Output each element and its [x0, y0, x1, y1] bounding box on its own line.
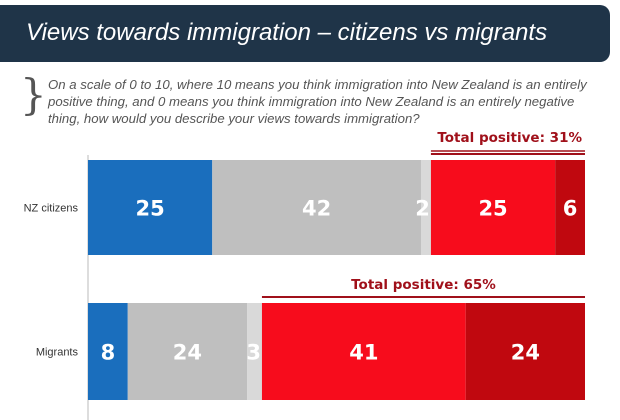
page-title: Views towards immigration – citizens vs … — [26, 19, 548, 46]
data-label: 24 — [173, 341, 202, 365]
bar-segment — [465, 303, 585, 400]
bar-segment — [420, 160, 431, 255]
data-label: 24 — [511, 341, 540, 365]
brace-icon: } — [20, 70, 47, 119]
bar-segment — [430, 160, 556, 255]
data-label: 25 — [478, 197, 507, 221]
data-label: 25 — [136, 197, 165, 221]
title-bar: Views towards immigration – citizens vs … — [0, 5, 610, 62]
category-label: NZ citizens — [24, 203, 79, 215]
bar-segment — [555, 160, 585, 255]
data-label: 3 — [246, 341, 261, 365]
bar-segment — [127, 303, 248, 400]
data-label: 6 — [563, 197, 578, 221]
total-positive-label: Total positive: 31% — [437, 130, 582, 146]
data-label: 41 — [349, 341, 378, 365]
bar-segment — [212, 160, 421, 255]
bar-segment — [247, 303, 262, 400]
question-text: On a scale of 0 to 10, where 10 means yo… — [48, 77, 587, 126]
bar-segment — [88, 303, 128, 400]
data-label: 2 — [415, 197, 430, 221]
total-positive-label: Total positive: 65% — [351, 277, 496, 293]
bar-segment — [88, 160, 213, 255]
data-label: 8 — [101, 341, 116, 365]
bar-segment — [261, 303, 466, 400]
data-label: 42 — [302, 197, 331, 221]
category-label: Migrants — [36, 347, 79, 359]
